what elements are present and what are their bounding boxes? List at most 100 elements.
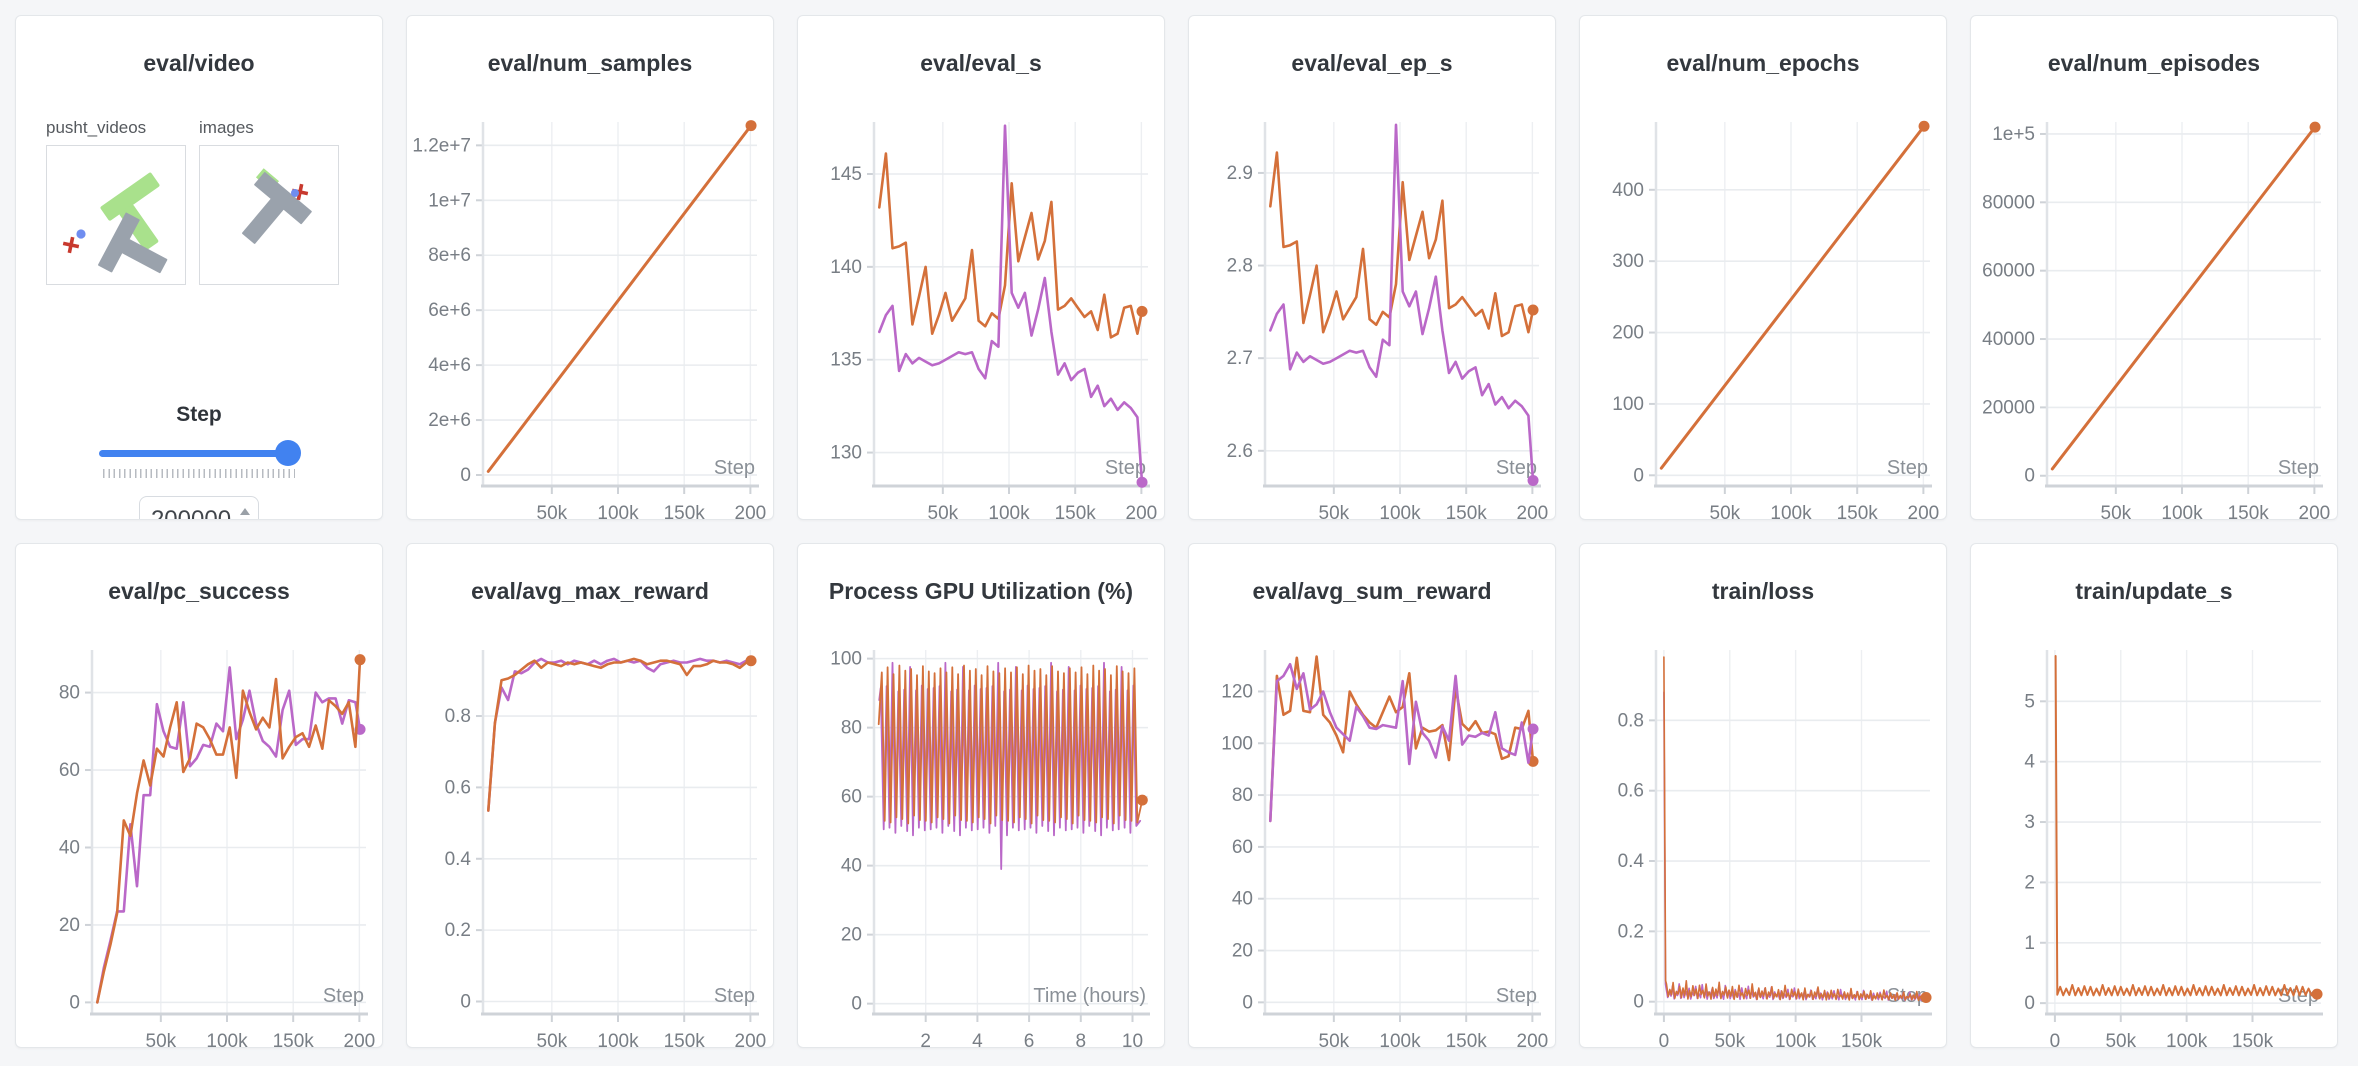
block-t-shape: [242, 172, 312, 244]
slider-thumb[interactable]: [275, 440, 301, 466]
x-axis-title: Step: [1887, 457, 1928, 479]
x-tick-label: 150k: [273, 1031, 315, 1048]
chart-canvas[interactable]: 50k 100k 150k 200 0 20000 40000 60000 80000 1e+5 S…: [1971, 114, 2337, 520]
chart-svg[interactable]: 50k 100k 150k 200 0 20 40 60 80 Step: [16, 642, 382, 1048]
panel-eval-video: eval/video pusht_videos: [15, 15, 383, 520]
x-tick-label: 100k: [1379, 503, 1421, 520]
x-tick-label: 100k: [597, 503, 639, 520]
stepper-arrows[interactable]: [240, 508, 250, 520]
chart-title: train/loss: [1711, 578, 1815, 604]
series-end-dot-run-purple: [1527, 474, 1539, 486]
y-tick-label: 0: [460, 992, 471, 1013]
chart-canvas[interactable]: 50k 100k 150k 200 0 0.2 0.4 0.6 0.8 Step: [407, 642, 773, 1048]
x-axis-title: Step: [323, 985, 364, 1007]
x-tick-label: 50k: [1714, 1031, 1745, 1048]
agent-dot: [291, 189, 299, 197]
y-tick-label: 60: [841, 787, 862, 808]
decrement-icon[interactable]: [240, 519, 250, 520]
x-axis-title: Step: [714, 985, 755, 1007]
series-line-run-orange: [1269, 151, 1535, 338]
y-tick-label: 0.6: [1618, 781, 1644, 802]
x-tick-label: 0: [1659, 1031, 1670, 1048]
series-line-run-orange: [487, 657, 753, 812]
y-tick-label: 0.8: [1618, 710, 1644, 731]
series-end-dot-run-orange: [1136, 305, 1148, 317]
slider-track[interactable]: [99, 450, 299, 457]
y-tick-label: 0: [851, 994, 862, 1015]
y-tick-label: 80: [841, 718, 862, 739]
panel-train-update-s: train/update_s 0 50k 100k 150k 0 1 2 3 4 5 Step: [1970, 543, 2338, 1048]
y-tick-label: 0: [1633, 465, 1644, 486]
x-tick-label: 50k: [2105, 1031, 2136, 1048]
y-tick-label: 5: [2024, 691, 2035, 712]
chart-canvas[interactable]: 50k 100k 150k 200 0 100 200 300 400 Step: [1580, 114, 1946, 520]
y-tick-label: 60000: [1982, 261, 2035, 282]
series-line-run-purple: [878, 124, 1144, 484]
x-tick-label: 100k: [597, 1031, 639, 1048]
y-tick-label: 20000: [1982, 397, 2035, 418]
chart-title: eval/pc_success: [108, 578, 290, 604]
chart-canvas[interactable]: 2 4 6 8 10 0 20 40 60 80 100 Time (hours): [798, 642, 1164, 1048]
images-thumbnail[interactable]: [199, 145, 339, 285]
chart-canvas[interactable]: 50k 100k 150k 200 0 2e+6 4e+6 6e+6 8e+6 1e+7 1.2e+…: [407, 114, 773, 520]
x-tick-label: 4: [972, 1031, 983, 1048]
y-tick-label: 6e+6: [428, 300, 471, 321]
y-tick-label: 40: [59, 837, 80, 858]
chart-svg[interactable]: 50k 100k 150k 200 2.6 2.7 2.8 2.9 Step: [1189, 114, 1555, 520]
y-tick-label: 2.9: [1227, 163, 1253, 184]
step-value-input[interactable]: [139, 496, 259, 519]
x-tick-label: 150k: [2232, 1031, 2274, 1048]
x-tick-label: 200: [1126, 503, 1158, 520]
x-tick-label: 50k: [1319, 503, 1350, 520]
step-slider-label: Step: [176, 403, 222, 426]
panel-eval-avg-sum-reward: eval/avg_sum_reward 50k 100k 150k 200 0 20 40 6…: [1188, 543, 1556, 1048]
x-tick-label: 200: [1517, 503, 1549, 520]
y-tick-label: 60: [59, 760, 80, 781]
chart-canvas[interactable]: 0 50k 100k 150k 0 0.2 0.4 0.6 0.8 Step: [1580, 642, 1946, 1048]
y-tick-label: 2.6: [1227, 441, 1253, 462]
y-tick-label: 0.2: [445, 920, 471, 941]
y-tick-label: 1e+7: [428, 190, 471, 211]
x-tick-label: 150k: [1841, 1031, 1883, 1048]
step-slider[interactable]: [99, 439, 301, 467]
increment-icon[interactable]: [240, 508, 250, 515]
chart-svg[interactable]: 50k 100k 150k 200 0 2e+6 4e+6 6e+6 8e+6 1e+7 1.2e+…: [407, 114, 773, 520]
y-tick-label: 4: [2024, 752, 2035, 773]
chart-canvas[interactable]: 50k 100k 150k 200 0 20 40 60 80 100 120 Step: [1189, 642, 1555, 1048]
pusht-videos-thumbnail[interactable]: [46, 145, 186, 285]
chart-svg[interactable]: 50k 100k 150k 200 130 135 140 145 Step: [798, 114, 1164, 520]
x-tick-label: 200: [735, 1031, 767, 1048]
media-label-pusht-videos: pusht_videos: [46, 118, 147, 137]
chart-svg[interactable]: 50k 100k 150k 200 0 0.2 0.4 0.6 0.8 Step: [407, 642, 773, 1048]
y-tick-label: 140: [830, 257, 862, 278]
y-tick-label: 130: [830, 443, 862, 464]
x-tick-label: 150k: [664, 1031, 706, 1048]
series-end-dot-run-orange: [354, 654, 366, 666]
x-tick-label: 50k: [1710, 503, 1741, 520]
chart-svg[interactable]: 50k 100k 150k 200 0 20000 40000 60000 80000 1e+5 S…: [1971, 114, 2337, 520]
media-row: pusht_videos: [16, 118, 382, 285]
x-tick-label: 200: [1908, 503, 1940, 520]
media-label-images: images: [199, 118, 254, 137]
x-tick-label: 50k: [2101, 503, 2132, 520]
x-tick-label: 100k: [1770, 503, 1812, 520]
chart-title: eval/avg_max_reward: [471, 578, 709, 604]
step-input-wrap: [139, 496, 259, 520]
chart-canvas[interactable]: 0 50k 100k 150k 0 1 2 3 4 5 Step: [1971, 642, 2337, 1048]
panel-eval-num-epochs: eval/num_epochs 50k 100k 150k 200 0 100 200 300…: [1579, 15, 1947, 520]
x-tick-label: 8: [1076, 1031, 1087, 1048]
series-end-dot-run-purple: [1527, 723, 1539, 735]
chart-canvas[interactable]: 50k 100k 150k 200 130 135 140 145 Step: [798, 114, 1164, 520]
chart-canvas[interactable]: 50k 100k 150k 200 2.6 2.7 2.8 2.9 Step: [1189, 114, 1555, 520]
chart-svg[interactable]: 50k 100k 150k 200 0 20 40 60 80 100 120 Step: [1189, 642, 1555, 1048]
media-cell-pusht-videos: pusht_videos: [46, 118, 186, 285]
y-tick-label: 120: [1221, 681, 1253, 702]
block-t-shape: [98, 212, 168, 274]
chart-canvas[interactable]: 50k 100k 150k 200 0 20 40 60 80 Step: [16, 642, 382, 1048]
y-tick-label: 1.2e+7: [412, 135, 471, 156]
chart-svg[interactable]: 50k 100k 150k 200 0 100 200 300 400 Step: [1580, 114, 1946, 520]
y-tick-label: 20: [59, 915, 80, 936]
